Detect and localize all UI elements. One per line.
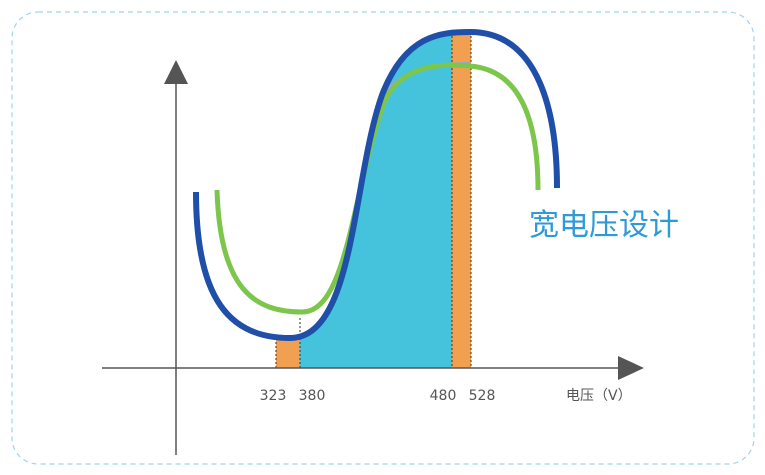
tick-label-380: 380 — [299, 388, 326, 404]
high-band-fill — [452, 32, 471, 368]
low-band-fill — [276, 32, 300, 368]
x-axis-arrow-icon — [618, 356, 644, 380]
diagram-title: 宽电压设计 — [529, 208, 679, 243]
operating-range-fill — [276, 32, 471, 368]
wide-voltage-curve — [193, 28, 560, 342]
y-axis-arrow-icon — [164, 60, 188, 84]
tick-label-528: 528 — [469, 388, 496, 404]
tick-label-480: 480 — [430, 388, 457, 404]
x-axis-label: 电压（V） — [566, 388, 632, 404]
tick-label-323: 323 — [260, 388, 287, 404]
diagram-frame — [11, 11, 755, 465]
